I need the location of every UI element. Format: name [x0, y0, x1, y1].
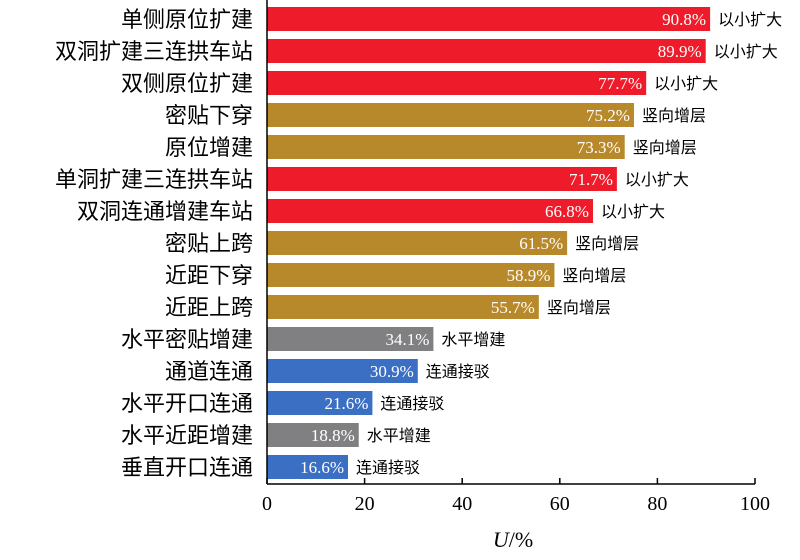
value-label: 16.6% [300, 458, 344, 477]
category-label: 通道连通 [165, 360, 253, 385]
category-label: 水平近距增建 [121, 424, 253, 449]
bar [267, 391, 373, 415]
category-label: 近距上跨 [165, 296, 253, 321]
value-label: 75.2% [586, 106, 630, 125]
bar [267, 199, 593, 223]
x-axis-unit: /% [509, 527, 533, 552]
group-label: 以小扩大 [601, 202, 665, 221]
category-label: 双侧原位扩建 [121, 72, 253, 97]
category-label: 水平开口连通 [121, 392, 253, 417]
value-label: 55.7% [491, 298, 535, 317]
value-label: 58.9% [507, 266, 551, 285]
value-label: 71.7% [569, 170, 613, 189]
value-label: 21.6% [324, 394, 368, 413]
category-label: 密贴下穿 [165, 104, 253, 129]
group-label: 以小扩大 [718, 10, 782, 29]
group-label: 竖向增层 [575, 234, 639, 253]
group-label: 连通接驳 [356, 458, 420, 477]
group-label: 以小扩大 [625, 170, 689, 189]
bar [267, 423, 359, 447]
x-tick-label: 80 [647, 493, 667, 515]
bar [267, 455, 349, 479]
category-label: 单洞扩建三连拱车站 [55, 168, 253, 193]
x-tick-label: 40 [452, 493, 472, 515]
category-label: 双洞连通增建车站 [77, 200, 253, 225]
bar [267, 295, 539, 319]
bar [267, 327, 434, 351]
bar [267, 103, 634, 127]
bar [267, 39, 706, 63]
category-label: 水平密贴增建 [121, 328, 253, 353]
x-tick-label: 0 [262, 493, 272, 515]
group-label: 竖向增层 [547, 298, 611, 317]
group-label: 水平增建 [367, 426, 431, 445]
x-axis: 0 20 40 60 80 100 [262, 0, 770, 515]
group-label: 竖向增层 [633, 138, 697, 157]
x-tick-label: 100 [740, 493, 770, 515]
value-label: 73.3% [577, 138, 621, 157]
category-label: 垂直开口连通 [121, 456, 253, 481]
group-label: 以小扩大 [714, 42, 778, 61]
x-tick-label: 20 [355, 493, 375, 515]
x-tick-label: 60 [550, 493, 570, 515]
value-label: 30.9% [370, 362, 414, 381]
value-label: 34.1% [385, 330, 429, 349]
group-label: 以小扩大 [654, 74, 718, 93]
category-label: 近距下穿 [165, 264, 253, 289]
bar [267, 167, 617, 191]
group-label: 竖向增层 [562, 266, 626, 285]
bar [267, 135, 625, 159]
group-label: 竖向增层 [642, 106, 706, 125]
value-label: 66.8% [545, 202, 589, 221]
x-axis-variable: U [493, 527, 511, 552]
bar [267, 71, 647, 95]
category-label: 原位增建 [165, 136, 253, 161]
group-label: 连通接驳 [426, 362, 490, 381]
value-label: 18.8% [311, 426, 355, 445]
category-label: 密贴上跨 [165, 232, 253, 257]
value-label: 77.7% [598, 74, 642, 93]
x-axis-label: U/% [493, 527, 533, 552]
bar [267, 7, 711, 31]
value-label: 61.5% [519, 234, 563, 253]
bar [267, 263, 555, 287]
bar [267, 231, 568, 255]
group-label: 水平增建 [441, 330, 505, 349]
value-label: 90.8% [662, 10, 706, 29]
group-label: 连通接驳 [380, 394, 444, 413]
category-label: 单侧原位扩建 [121, 8, 253, 33]
value-label: 89.9% [658, 42, 702, 61]
category-label: 双洞扩建三连拱车站 [55, 40, 253, 65]
bar [267, 359, 418, 383]
